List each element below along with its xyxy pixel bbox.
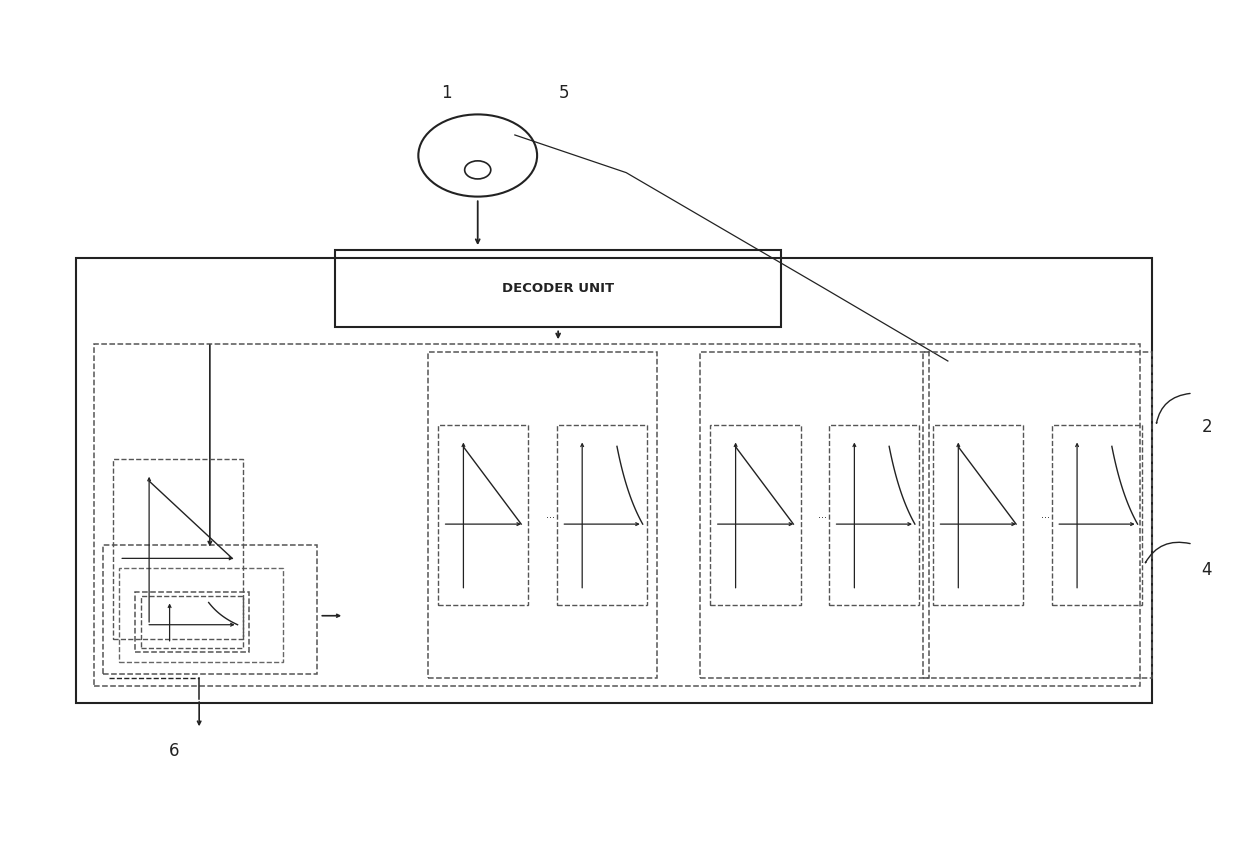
- Text: ...: ...: [818, 510, 827, 520]
- Text: 5: 5: [559, 83, 569, 101]
- Text: 6: 6: [169, 741, 180, 759]
- Bar: [923, 352, 1152, 678]
- Bar: [113, 460, 243, 639]
- FancyArrowPatch shape: [1146, 542, 1190, 563]
- Text: 1: 1: [441, 83, 453, 101]
- Bar: [94, 344, 1140, 686]
- Bar: [428, 352, 657, 678]
- Text: ...: ...: [1042, 510, 1050, 520]
- Text: 4: 4: [1202, 561, 1211, 579]
- Text: ...: ...: [546, 510, 556, 520]
- Bar: [1052, 425, 1142, 605]
- Bar: [141, 596, 243, 648]
- Text: DECODER UNIT: DECODER UNIT: [502, 282, 614, 295]
- Bar: [438, 425, 528, 605]
- Bar: [701, 352, 929, 678]
- Bar: [135, 592, 249, 652]
- Bar: [119, 568, 284, 662]
- Bar: [830, 425, 919, 605]
- Bar: [76, 259, 1152, 704]
- Bar: [711, 425, 801, 605]
- Bar: [557, 425, 647, 605]
- Text: 2: 2: [1202, 418, 1213, 436]
- Bar: [932, 425, 1023, 605]
- FancyArrowPatch shape: [1157, 393, 1190, 423]
- Bar: [103, 545, 317, 673]
- Bar: [336, 250, 781, 326]
